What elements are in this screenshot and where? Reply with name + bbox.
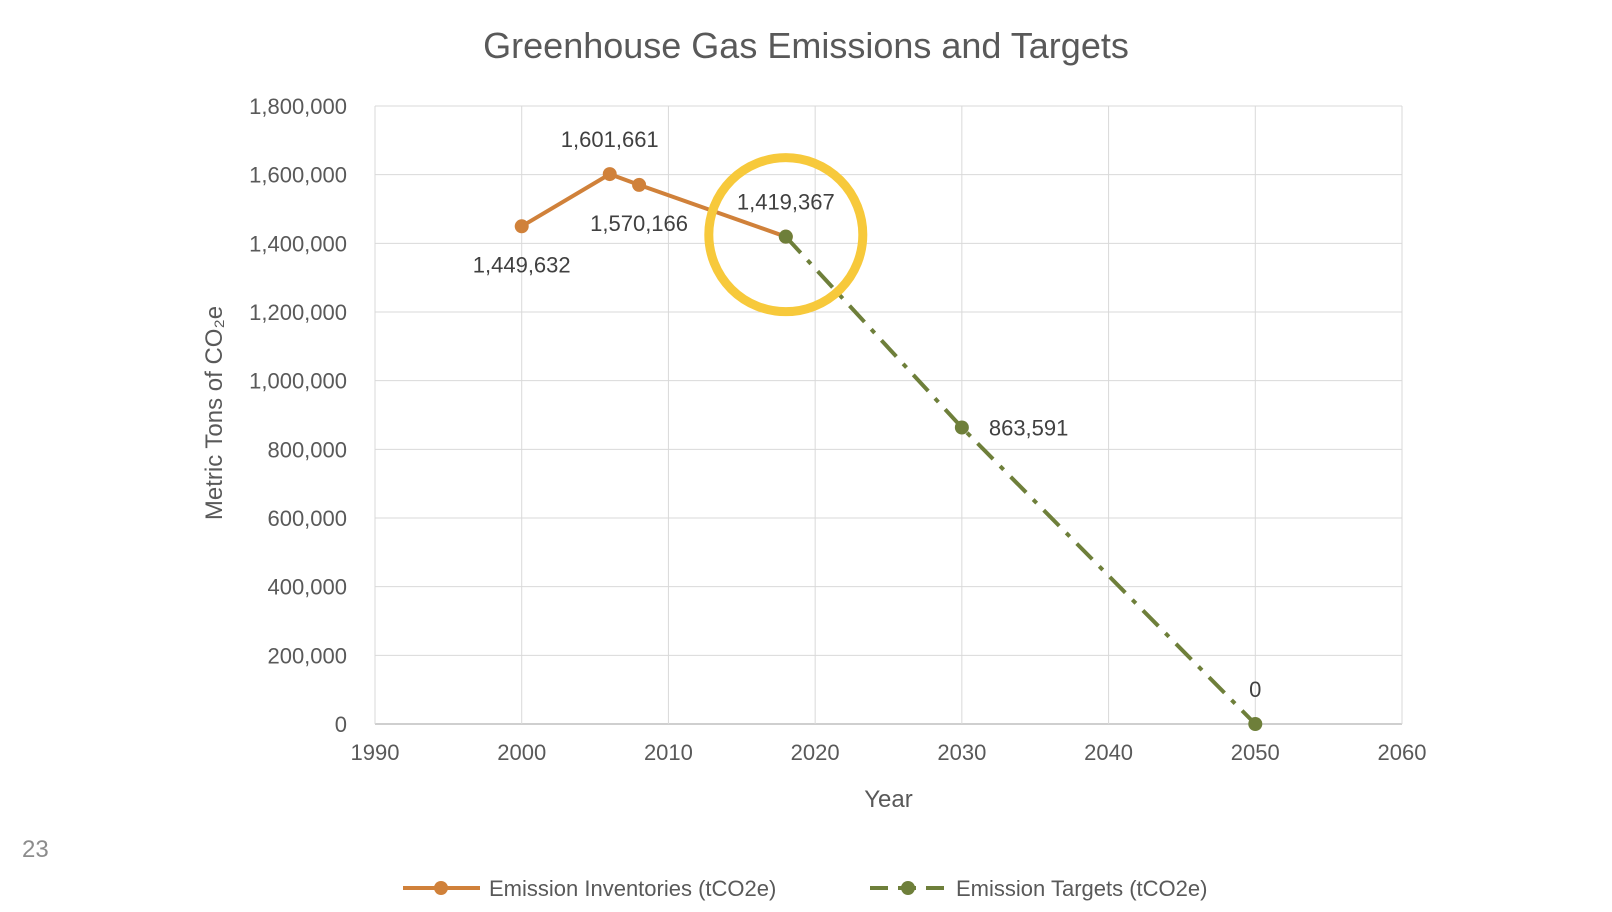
data-label: 1,601,661 [561,127,659,152]
data-label: 0 [1249,677,1261,702]
y-tick-label: 1,800,000 [249,94,347,119]
legend-label-inventories: Emission Inventories (tCO2e) [489,876,776,901]
x-tick-label: 2030 [937,740,986,765]
data-point [514,219,529,234]
data-point [602,167,617,182]
y-tick-label: 0 [335,712,347,737]
data-label: 863,591 [989,416,1069,441]
grid [374,105,1403,725]
y-tick-label: 1,200,000 [249,300,347,325]
x-tick-label: 2050 [1231,740,1280,765]
legend-marker-inventories [434,881,448,895]
chart-title: Greenhouse Gas Emissions and Targets [483,25,1129,66]
series-line-1 [784,235,1257,726]
highlight-circle [704,153,868,317]
x-axis-title: Year [864,786,913,813]
data-label: 1,419,367 [737,190,835,215]
data-label: 1,570,166 [590,211,688,236]
data-label: 1,449,632 [473,252,571,277]
y-axis-title: Metric Tons of CO₂e [201,306,228,520]
y-tick-label: 400,000 [267,575,347,600]
legend-marker-targets [901,881,915,895]
x-tick-label: 2000 [497,740,546,765]
data-point [1248,717,1263,731]
x-tick-label: 2060 [1378,740,1427,765]
axes: 0 200,000 400,000 600,000 800,000 1,000,000 1,… [249,94,1426,765]
legend-label-targets: Emission Targets (tCO2e) [956,876,1207,901]
y-tick-label: 1,400,000 [249,231,347,256]
x-tick-label: 1990 [351,740,400,765]
annotation-layer [704,153,868,317]
y-tick-label: 1,000,000 [249,369,347,394]
y-tick-label: 1,600,000 [249,163,347,188]
data-labels: 1,449,632 1,601,661 1,570,166 1,419,367 863,… [473,127,1262,702]
y-tick-label: 200,000 [267,643,347,668]
y-tick-label: 600,000 [267,506,347,531]
legend-item-inventories: Emission Inventories (tCO2e) [403,876,776,901]
legend-item-targets: Emission Targets (tCO2e) [870,876,1207,901]
data-point [632,177,647,192]
legend: Emission Inventories (tCO2e) Emission Ta… [403,876,1207,901]
x-tick-label: 2020 [791,740,840,765]
y-tick-label: 800,000 [267,437,347,462]
x-tick-label: 2010 [644,740,693,765]
data-point [778,229,793,244]
data-point [954,420,969,435]
slide-number: 23 [22,836,49,863]
x-tick-label: 2040 [1084,740,1133,765]
